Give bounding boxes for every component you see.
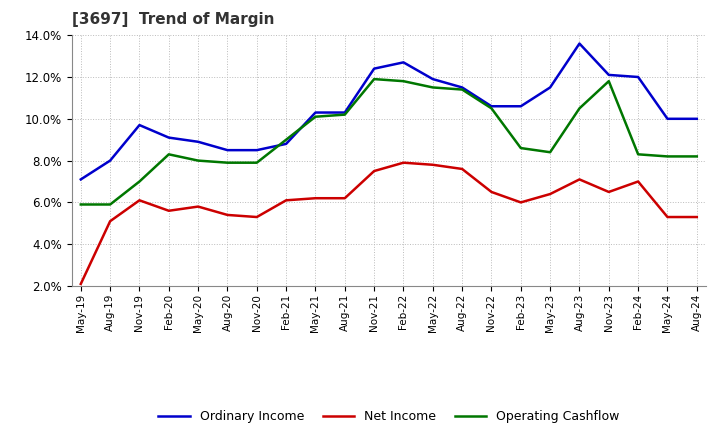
- Operating Cashflow: [546, 150, 554, 155]
- Ordinary Income: [693, 116, 701, 121]
- Operating Cashflow: [164, 152, 173, 157]
- Net Income: [370, 169, 379, 174]
- Operating Cashflow: [76, 202, 85, 207]
- Operating Cashflow: [194, 158, 202, 163]
- Ordinary Income: [428, 77, 437, 82]
- Operating Cashflow: [516, 145, 525, 150]
- Ordinary Income: [605, 72, 613, 77]
- Net Income: [311, 195, 320, 201]
- Operating Cashflow: [135, 179, 144, 184]
- Operating Cashflow: [370, 77, 379, 82]
- Net Income: [253, 214, 261, 220]
- Net Income: [516, 200, 525, 205]
- Ordinary Income: [194, 139, 202, 144]
- Operating Cashflow: [399, 78, 408, 84]
- Operating Cashflow: [458, 87, 467, 92]
- Net Income: [341, 195, 349, 201]
- Operating Cashflow: [311, 114, 320, 119]
- Net Income: [223, 212, 232, 217]
- Ordinary Income: [164, 135, 173, 140]
- Operating Cashflow: [663, 154, 672, 159]
- Ordinary Income: [546, 85, 554, 90]
- Ordinary Income: [575, 41, 584, 46]
- Text: [3697]  Trend of Margin: [3697] Trend of Margin: [72, 12, 274, 27]
- Net Income: [458, 166, 467, 172]
- Net Income: [164, 208, 173, 213]
- Ordinary Income: [399, 60, 408, 65]
- Net Income: [106, 219, 114, 224]
- Net Income: [194, 204, 202, 209]
- Ordinary Income: [458, 85, 467, 90]
- Net Income: [282, 198, 290, 203]
- Operating Cashflow: [693, 154, 701, 159]
- Legend: Ordinary Income, Net Income, Operating Cashflow: Ordinary Income, Net Income, Operating C…: [153, 405, 624, 428]
- Net Income: [663, 214, 672, 220]
- Ordinary Income: [223, 147, 232, 153]
- Ordinary Income: [634, 74, 642, 80]
- Operating Cashflow: [634, 152, 642, 157]
- Ordinary Income: [282, 141, 290, 147]
- Line: Operating Cashflow: Operating Cashflow: [81, 79, 697, 205]
- Ordinary Income: [370, 66, 379, 71]
- Net Income: [399, 160, 408, 165]
- Operating Cashflow: [487, 106, 496, 111]
- Operating Cashflow: [253, 160, 261, 165]
- Net Income: [76, 281, 85, 286]
- Ordinary Income: [341, 110, 349, 115]
- Operating Cashflow: [106, 202, 114, 207]
- Net Income: [575, 177, 584, 182]
- Ordinary Income: [106, 158, 114, 163]
- Net Income: [546, 191, 554, 197]
- Operating Cashflow: [282, 137, 290, 142]
- Net Income: [487, 189, 496, 194]
- Net Income: [428, 162, 437, 167]
- Operating Cashflow: [605, 78, 613, 84]
- Ordinary Income: [253, 147, 261, 153]
- Operating Cashflow: [428, 85, 437, 90]
- Ordinary Income: [135, 122, 144, 128]
- Ordinary Income: [487, 104, 496, 109]
- Operating Cashflow: [341, 112, 349, 117]
- Line: Ordinary Income: Ordinary Income: [81, 44, 697, 180]
- Operating Cashflow: [223, 160, 232, 165]
- Net Income: [693, 214, 701, 220]
- Ordinary Income: [311, 110, 320, 115]
- Ordinary Income: [76, 177, 85, 182]
- Line: Net Income: Net Income: [81, 163, 697, 284]
- Net Income: [634, 179, 642, 184]
- Ordinary Income: [516, 104, 525, 109]
- Ordinary Income: [663, 116, 672, 121]
- Net Income: [135, 198, 144, 203]
- Operating Cashflow: [575, 106, 584, 111]
- Net Income: [605, 189, 613, 194]
